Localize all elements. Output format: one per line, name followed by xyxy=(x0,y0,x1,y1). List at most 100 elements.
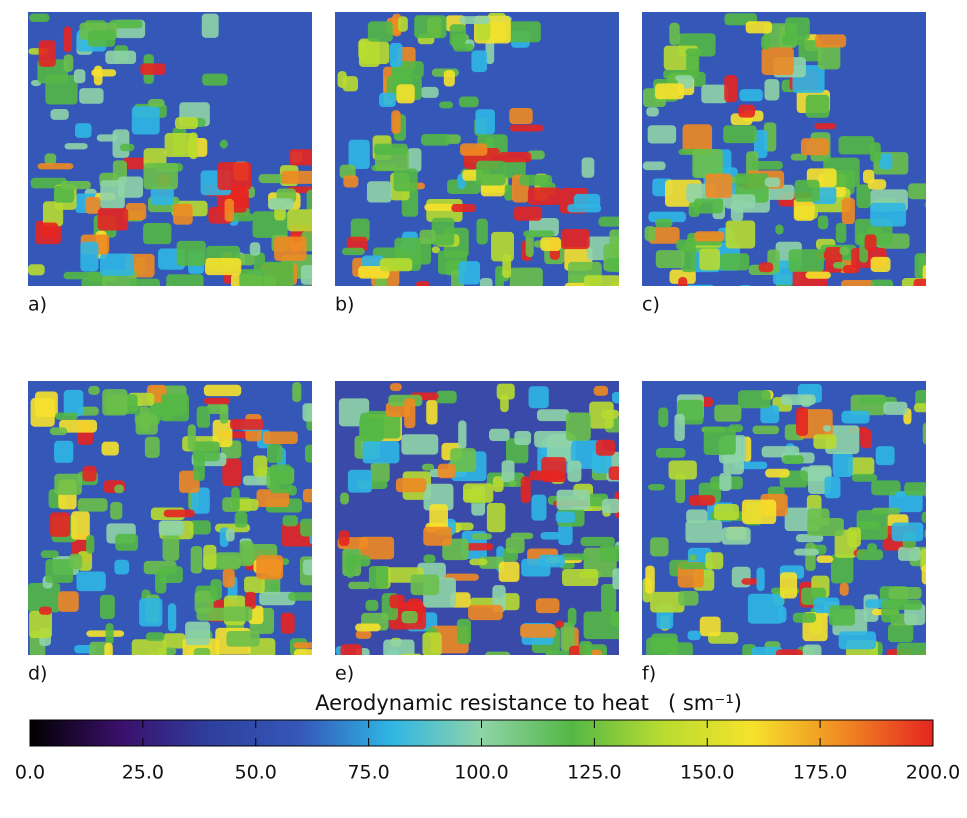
map-texture xyxy=(788,249,824,272)
map-texture xyxy=(875,446,895,466)
map-texture xyxy=(389,383,402,391)
map-texture xyxy=(688,495,716,506)
map-texture xyxy=(646,637,678,655)
map-texture xyxy=(187,424,196,451)
map-texture xyxy=(86,630,125,637)
map-texture xyxy=(541,457,567,483)
map-panel xyxy=(28,12,312,286)
map-texture xyxy=(838,631,877,650)
map-texture xyxy=(581,157,595,178)
map-texture xyxy=(38,606,52,615)
tick-label: 175.0 xyxy=(793,762,847,784)
map-texture xyxy=(761,446,800,458)
tick-label: 150.0 xyxy=(680,762,734,784)
map-texture xyxy=(887,623,914,643)
map-texture xyxy=(449,24,467,47)
map-texture xyxy=(122,157,149,170)
map-texture xyxy=(222,606,253,622)
map-texture xyxy=(288,592,312,601)
map-texture xyxy=(686,509,708,523)
map-texture xyxy=(527,187,561,205)
map-texture xyxy=(583,611,619,640)
map-texture xyxy=(555,511,576,523)
map-texture xyxy=(355,630,372,639)
map-texture xyxy=(375,276,387,286)
map-texture xyxy=(190,487,210,514)
map-texture xyxy=(782,455,805,464)
map-texture xyxy=(738,104,756,118)
map-texture xyxy=(496,383,515,400)
map-texture xyxy=(54,440,74,463)
map-texture xyxy=(475,109,495,135)
map-texture xyxy=(256,555,284,580)
map-texture xyxy=(650,591,685,613)
map-texture xyxy=(69,553,83,570)
map-texture xyxy=(739,284,752,286)
map-texture xyxy=(158,520,184,536)
map-texture xyxy=(196,607,231,621)
map-texture xyxy=(469,558,488,566)
map-texture xyxy=(259,591,296,606)
map-texture xyxy=(805,271,831,279)
map-texture xyxy=(871,480,901,496)
map-texture xyxy=(573,193,601,208)
colorbar-unit: ( sm⁻¹) xyxy=(668,691,742,715)
map-texture xyxy=(114,484,124,494)
map-texture xyxy=(28,264,45,276)
map-texture xyxy=(580,536,615,547)
map-texture xyxy=(379,92,396,108)
map-texture xyxy=(888,586,922,600)
map-texture xyxy=(341,247,365,256)
map-texture xyxy=(795,534,824,543)
map-texture xyxy=(601,498,619,514)
map-texture xyxy=(294,285,312,286)
map-texture xyxy=(143,162,178,190)
map-texture xyxy=(174,117,198,130)
map-panel xyxy=(28,381,312,655)
map-texture xyxy=(302,559,312,576)
map-texture xyxy=(212,419,233,448)
map-texture xyxy=(778,606,787,623)
map-texture xyxy=(502,254,512,279)
map-texture xyxy=(210,579,222,600)
map-texture xyxy=(870,202,907,227)
map-texture xyxy=(814,123,837,130)
map-texture xyxy=(189,520,211,535)
map-texture xyxy=(400,653,422,655)
map-texture xyxy=(450,448,477,472)
map-texture xyxy=(437,463,456,479)
map-texture xyxy=(165,284,175,286)
map-texture xyxy=(686,284,714,286)
panel-label: f) xyxy=(642,663,656,685)
map-texture xyxy=(439,101,454,109)
panel-label: d) xyxy=(28,663,47,685)
map-texture xyxy=(612,391,619,404)
map-texture xyxy=(479,277,493,286)
map-texture xyxy=(37,163,74,170)
map-texture xyxy=(77,498,108,512)
map-texture xyxy=(813,434,837,449)
map-texture xyxy=(756,567,765,592)
map-texture xyxy=(579,641,593,655)
map-texture xyxy=(793,197,815,221)
map-texture xyxy=(443,70,455,87)
map-texture xyxy=(410,574,440,596)
map-texture xyxy=(647,125,677,144)
map-texture xyxy=(219,139,228,149)
map-texture xyxy=(678,277,688,286)
map-texture xyxy=(699,248,721,271)
map-texture xyxy=(29,610,53,639)
map-texture xyxy=(751,646,783,655)
map-texture xyxy=(870,142,881,163)
map-texture xyxy=(355,623,381,632)
map-texture xyxy=(699,616,721,637)
map-texture xyxy=(360,412,370,437)
map-texture xyxy=(143,223,172,245)
map-texture xyxy=(535,598,560,614)
map-texture xyxy=(655,83,685,100)
map-texture xyxy=(508,480,517,487)
panel-label: b) xyxy=(335,294,354,316)
map-texture xyxy=(176,240,206,266)
map-texture xyxy=(567,460,582,482)
map-texture xyxy=(85,196,101,214)
